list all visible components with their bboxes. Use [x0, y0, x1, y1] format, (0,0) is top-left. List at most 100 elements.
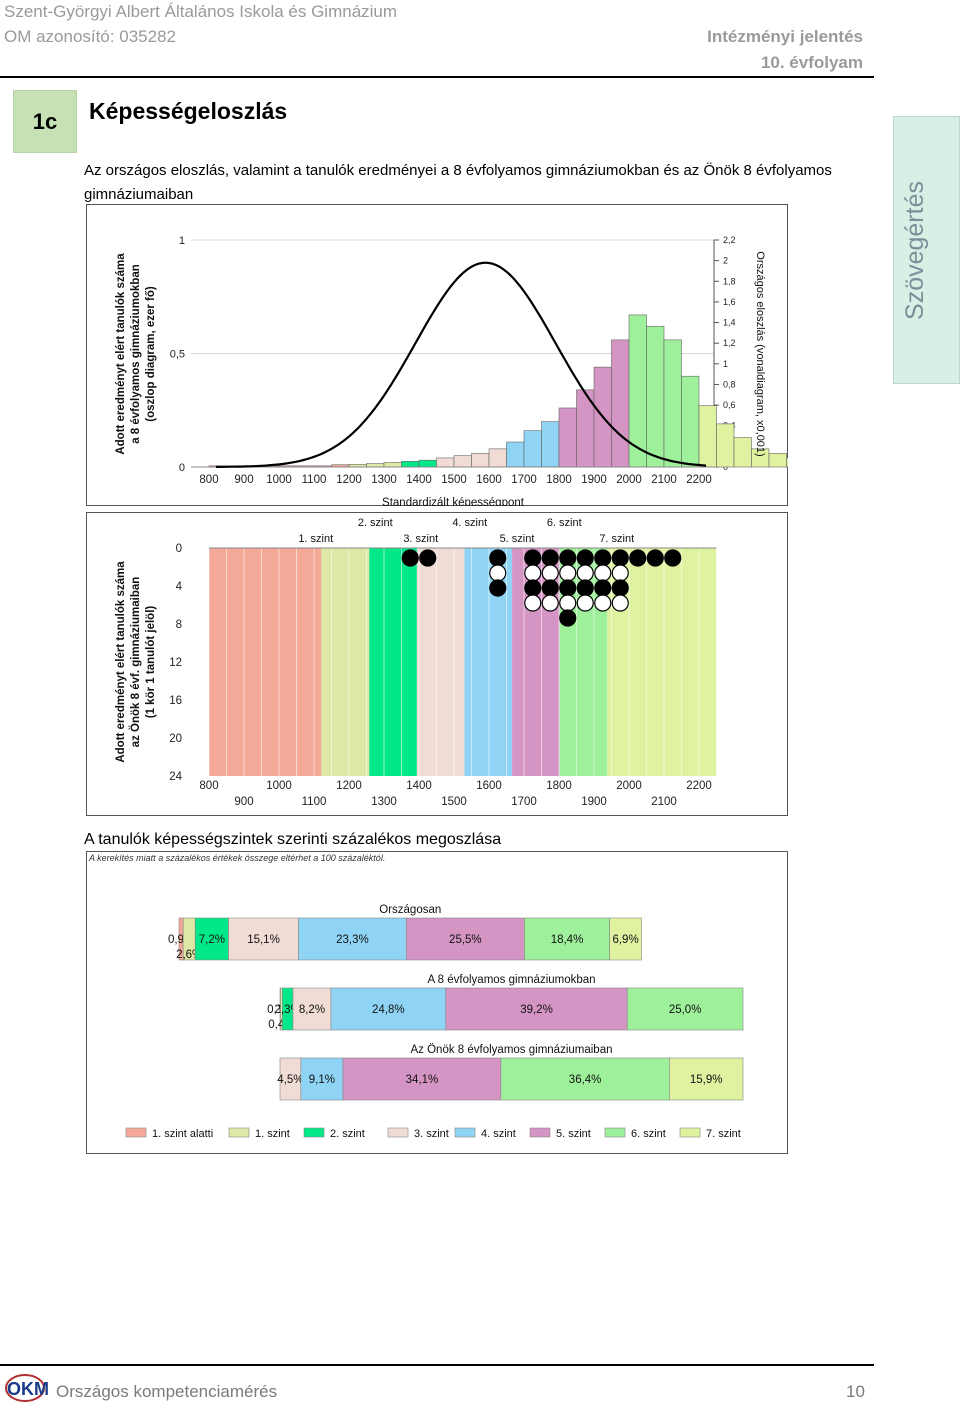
chart2-student-dot	[524, 594, 542, 612]
chart1-xlabel: Standardizált képességpont	[382, 497, 525, 506]
chart3-data-label: 8,2%	[299, 1004, 325, 1016]
chart2-ylabel-group: Adott eredményt elért tanulók száma az Ön…	[115, 561, 157, 763]
chart3-data-label: 34,1%	[406, 1074, 439, 1086]
chart2-ylabel-line: az Önök 8 évf. gimnáziumaiban	[129, 577, 142, 748]
chart3-segment	[298, 917, 407, 961]
chart1-bar	[366, 463, 385, 468]
chart2-student-dot	[646, 549, 664, 567]
chart1-bar	[716, 423, 735, 468]
chart2-level-label: 4. szint	[452, 517, 487, 529]
chart2-student-dot	[559, 609, 577, 627]
chart3-legend-swatch	[303, 1127, 325, 1138]
chart1-bar	[436, 457, 455, 468]
chart1-ytick: 0	[179, 462, 185, 474]
percentage-chart-title: A tanulók képességszintek szerinti száza…	[84, 831, 502, 848]
chart3-data-label: 9,1%	[309, 1074, 335, 1086]
chart2-ytick: 20	[169, 733, 182, 745]
chart1-ylabel-line: a 8 évfolyamos gimnáziumokban	[130, 264, 142, 444]
chart3-data-label: 25,0%	[669, 1004, 702, 1016]
chart1-xtick: 1700	[511, 474, 537, 486]
chart3-segment	[669, 1057, 744, 1101]
chart3-legend-label: 1. szint	[255, 1128, 290, 1140]
chart2-ytick: 12	[169, 657, 182, 669]
chart3-data-label: 6,9%	[612, 934, 638, 946]
chart1-bar	[401, 461, 420, 468]
footer-divider	[0, 1364, 874, 1366]
chart2-student-dot	[594, 564, 612, 582]
chart2-level-label: 5. szint	[500, 533, 535, 545]
chart1-bar	[506, 441, 525, 468]
chart3-legend-swatch	[454, 1127, 476, 1138]
chart3-legend-label: 3. szint	[414, 1128, 449, 1140]
chart1-y2tick: 1,4	[723, 318, 736, 328]
chart2-ytick: 4	[176, 581, 183, 593]
chart3-data-label: 23,3%	[336, 934, 369, 946]
chart3-legend-label: 7. szint	[706, 1128, 741, 1140]
chart1-xtick: 1000	[266, 474, 292, 486]
chart1-ytick: 1	[179, 235, 185, 247]
chart3-segment	[626, 987, 744, 1031]
chart3-segment	[445, 987, 628, 1031]
okm-logo: OKM	[5, 1374, 49, 1402]
chart1-y2tick: 1,2	[723, 338, 736, 348]
chart3-data-label: 15,9%	[690, 1074, 723, 1086]
chart2-student-dot	[611, 564, 629, 582]
chart2-level-label: 3. szint	[403, 533, 438, 545]
subject-side-tab[interactable]	[893, 116, 960, 384]
section-title: Képességeloszlás	[89, 98, 288, 124]
chart3-data-label: 25,5%	[449, 934, 482, 946]
chart1-y2tick: 2,2	[723, 235, 736, 245]
chart2-xtick: 1900	[581, 796, 607, 808]
chart2-xtick: 1000	[266, 780, 292, 792]
chart1-bar	[488, 448, 507, 468]
chart2-level-label: 2. szint	[358, 517, 393, 529]
header-divider	[0, 76, 874, 78]
chart1-bar	[663, 339, 682, 468]
chart3-legend-label: 1. szint alatti	[152, 1128, 213, 1140]
chart3-segment	[330, 987, 447, 1031]
subject-side-tab-label-wrap: Szövegértés	[893, 116, 937, 384]
chart2-level-band	[369, 548, 417, 776]
report-type: Intézményi jelentés	[707, 27, 863, 46]
chart2-student-dot	[576, 594, 594, 612]
chart2-level-label: 1. szint	[298, 533, 333, 545]
chart2-student-dot	[559, 549, 577, 567]
chart3-segment	[300, 1057, 344, 1101]
chart3-legend-swatch	[228, 1127, 250, 1138]
chart1-bar	[471, 453, 490, 468]
chart1-y2tick: 1	[723, 359, 728, 369]
chart1-y2tick: 0,6	[723, 400, 736, 410]
chart3-segment	[228, 917, 299, 961]
chart3-series-title: Az Önök 8 évfolyamos gimnáziumaiban	[411, 1044, 613, 1056]
chart2-student-dot	[559, 564, 577, 582]
chart2-student-dot	[594, 579, 612, 597]
section-code-badge: 1c	[13, 90, 77, 153]
chart1-xtick: 1400	[406, 474, 432, 486]
chart3-segment	[194, 917, 229, 961]
chart1-bar	[558, 407, 577, 468]
chart1-bar	[646, 325, 665, 468]
chart2-xtick: 1100	[302, 796, 327, 808]
chart1-xtick: 2000	[616, 474, 642, 486]
chart3-legend-swatch	[679, 1127, 701, 1138]
chart2-ytick: 16	[169, 695, 182, 707]
chart1-bar	[453, 455, 472, 468]
grade-label: 10. évfolyam	[760, 53, 863, 72]
chart2-student-dot	[576, 564, 594, 582]
subject-side-tab-label: Szövegértés	[900, 180, 929, 320]
chart2-student-dot	[489, 549, 507, 567]
chart3-segment	[342, 1057, 502, 1101]
chart1-bar	[768, 453, 787, 468]
chart3-legend-label: 6. szint	[631, 1128, 666, 1140]
chart3-data-label: 4,5%	[277, 1074, 303, 1086]
chart2-xtick: 800	[199, 780, 218, 792]
chart1-bar	[786, 457, 788, 468]
page-number: 10	[846, 1382, 865, 1401]
chart3-legend-swatch	[387, 1127, 409, 1138]
chart1-xtick: 1600	[476, 474, 502, 486]
percentage-chart: A kerekítés miatt a százalékos értékek ö…	[86, 851, 788, 1154]
chart1-xtick: 1200	[336, 474, 362, 486]
chart1-bar	[681, 375, 700, 468]
chart3-legend-label: 4. szint	[481, 1128, 516, 1140]
chart2-student-dot	[541, 549, 559, 567]
